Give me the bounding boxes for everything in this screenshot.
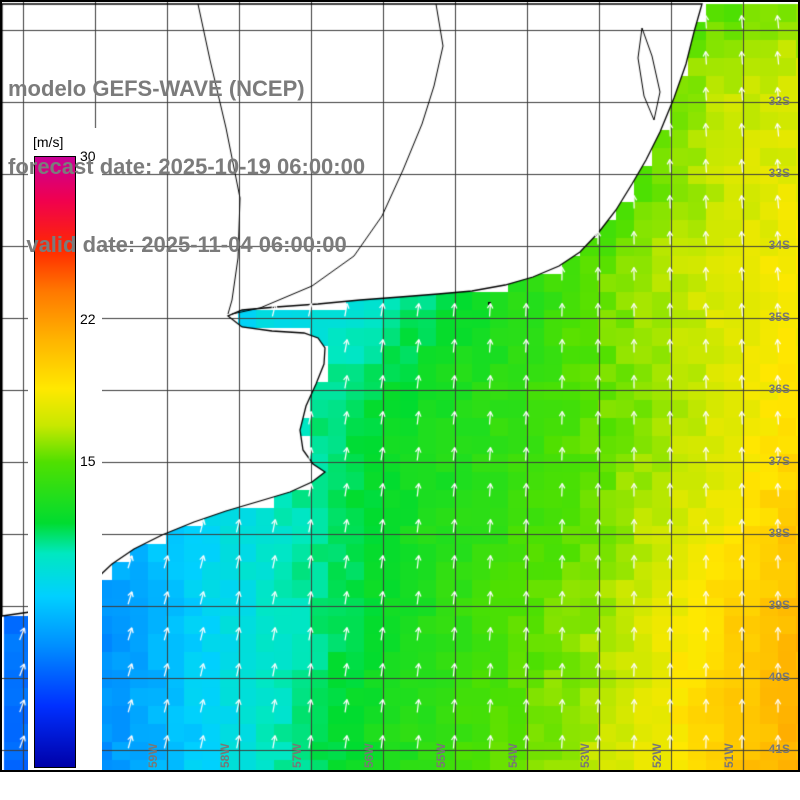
title-block: modelo GEFS-WAVE (NCEP) forecast date: 2… <box>8 24 365 310</box>
colorbar-tick: 30 <box>80 148 96 164</box>
map-frame: 32S33S34S35S36S37S38S39S40S41S60W59W58W5… <box>0 0 800 772</box>
forecast-date: forecast date: 2025-10-19 06:00:00 <box>8 154 366 179</box>
colorbar-gradient <box>34 156 76 768</box>
colorbar-tick: 15 <box>80 453 96 469</box>
valid-date: valid date: 2025-11-04 06:00:00 <box>8 232 347 257</box>
colorbar-units-label: [m/s] <box>33 134 64 150</box>
map-canvas <box>2 2 798 770</box>
model-title: modelo GEFS-WAVE (NCEP) <box>8 76 305 101</box>
colorbar: [m/s] 30 22 15 <box>28 128 102 770</box>
colorbar-tick: 22 <box>80 310 96 327</box>
